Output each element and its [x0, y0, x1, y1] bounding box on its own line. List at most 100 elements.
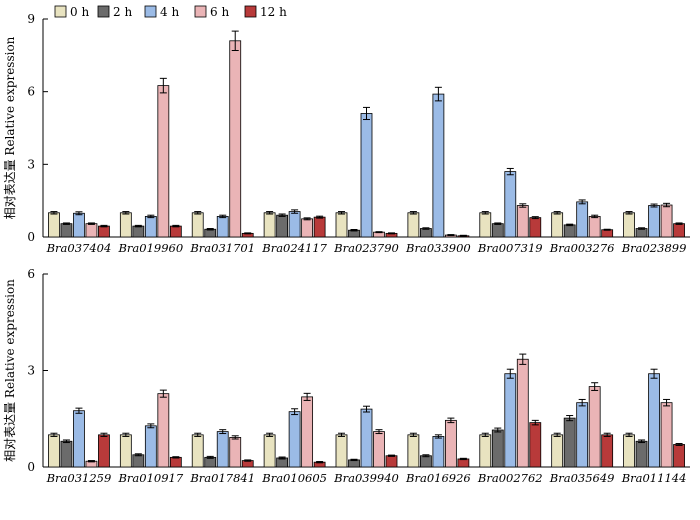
bar-bra003276-0-h [551, 212, 564, 238]
bar-bra010605-6-h [301, 396, 314, 468]
bar-bra023899-4-h [648, 205, 660, 238]
bar-bra003276-12-h [601, 229, 614, 238]
category-label-bra019960: Bra019960 [117, 241, 183, 255]
bar-bra002762-4-h [504, 373, 517, 468]
bar-bra035649-12-h [601, 434, 614, 468]
bar-bra031701-6-h [229, 40, 242, 238]
bar-bra002762-6-h [516, 358, 529, 468]
bar-bra033900-4-h [432, 93, 445, 238]
legend-swatch-12-h [244, 5, 257, 18]
legend-label-12-h: 12 h [260, 5, 287, 19]
bar-bra037404-6-h [85, 223, 98, 238]
legend-swatch-2-h [97, 5, 110, 18]
category-label-bra031701: Bra031701 [189, 241, 255, 255]
bar-bra010917-12-h [169, 456, 182, 468]
bar-bra003276-2-h [563, 224, 576, 238]
y-tick-label: 0 [27, 230, 35, 244]
bar-bra011144-2-h [635, 440, 648, 468]
panel-bottom: 0 3 6 相对表达量 Relative expression Bra031259 Bra… [3, 267, 690, 485]
category-label-bra023899: Bra023899 [621, 241, 687, 255]
bar-bra024117-2-h [276, 214, 289, 238]
y-tick-label: 6 [27, 267, 35, 281]
bar-bra039940-12-h [385, 455, 398, 468]
bar-bra039940-0-h [335, 434, 348, 468]
bar-bra007319-6-h [516, 205, 529, 238]
category-label-bra037404: Bra037404 [46, 241, 112, 255]
legend-swatch-4-h [144, 5, 157, 18]
bar-bra011144-12-h [673, 444, 685, 468]
category-label-bra011144: Bra011144 [621, 471, 687, 485]
category-label-bra023790: Bra023790 [333, 241, 399, 255]
bar-bra037404-2-h [60, 223, 73, 238]
bar-bra023790-0-h [335, 212, 348, 238]
y-axis-label: 相对表达量 Relative expression [3, 279, 17, 462]
bar-bra016926-6-h [444, 419, 457, 468]
bar-bra016926-2-h [419, 455, 432, 468]
bar-bra035649-6-h [588, 386, 601, 468]
bar-bra035649-2-h [563, 417, 576, 468]
bar-bra033900-2-h [419, 228, 432, 238]
bar-bra002762-12-h [529, 422, 542, 468]
category-label-bra007319: Bra007319 [477, 241, 543, 255]
bar-bra037404-4-h [73, 212, 85, 238]
bar-bra024117-12-h [313, 216, 326, 238]
bar-bra003276-4-h [576, 201, 589, 238]
legend-label-6-h: 6 h [210, 5, 229, 19]
bar-bra031259-12-h [98, 434, 110, 468]
bar-bra010917-6-h [157, 393, 170, 468]
bar-bra039940-6-h [373, 431, 385, 468]
bar-bra035649-4-h [576, 402, 589, 468]
category-label-bra033900: Bra033900 [405, 241, 471, 255]
legend-label-0-h: 0 h [70, 5, 89, 19]
category-label-bra003276: Bra003276 [549, 241, 615, 255]
category-label-bra010917: Bra010917 [117, 471, 183, 485]
bar-bra011144-0-h [623, 434, 635, 468]
category-label-bra035649: Bra035649 [549, 471, 615, 485]
y-axis-label: 相对表达量 Relative expression [3, 36, 17, 219]
bar-bra019960-2-h [132, 225, 145, 238]
bar-bra039940-4-h [360, 408, 373, 468]
bar-bra019960-0-h [119, 212, 132, 238]
bar-bra010605-4-h [288, 411, 301, 468]
bar-bra017841-6-h [229, 437, 242, 468]
bar-bra037404-12-h [98, 225, 110, 238]
y-tick-label: 0 [27, 460, 35, 474]
bar-bra010917-4-h [144, 425, 157, 468]
bar-bra010917-2-h [132, 454, 145, 468]
category-label-bra024117: Bra024117 [261, 241, 327, 255]
category-label-bra017841: Bra017841 [189, 471, 255, 485]
bar-bra007319-4-h [504, 171, 517, 238]
bar-bra019960-4-h [144, 216, 157, 238]
bar-bra019960-12-h [169, 225, 182, 238]
bar-bra023790-4-h [360, 113, 373, 238]
bar-bra017841-4-h [216, 431, 229, 468]
bar-bra031259-4-h [73, 410, 85, 468]
bar-bra031701-0-h [191, 212, 204, 238]
bar-bra031259-0-h [48, 434, 60, 468]
category-label-bra039940: Bra039940 [333, 471, 399, 485]
y-tick-label: 6 [27, 85, 35, 99]
bar-bra019960-6-h [157, 85, 170, 238]
legend-label-2-h: 2 h [113, 5, 132, 19]
category-label-bra002762: Bra002762 [477, 471, 543, 485]
bar-bra016926-12-h [457, 458, 470, 468]
y-tick-label: 3 [27, 157, 35, 171]
bar-bra016926-4-h [432, 436, 445, 468]
bar-bra016926-0-h [407, 434, 420, 468]
bar-bra007319-2-h [491, 223, 504, 238]
bar-bra011144-6-h [660, 402, 673, 468]
bar-bra017841-0-h [191, 434, 204, 468]
bar-bra010605-0-h [263, 434, 276, 468]
bar-bra033900-0-h [407, 212, 420, 238]
bar-bra007319-12-h [529, 217, 542, 238]
legend: 0 h 2 h 4 h 6 h 12 h [54, 5, 287, 19]
category-label-bra031259: Bra031259 [46, 471, 112, 485]
category-label-bra010605: Bra010605 [261, 471, 327, 485]
bar-bra007319-0-h [479, 212, 492, 238]
panel-top: 0 3 6 9 相对表达量 Relative expression Bra037404 Br… [3, 12, 690, 255]
bar-bra003276-6-h [588, 216, 601, 238]
bar-bra011144-4-h [648, 373, 660, 468]
bar-bra024117-4-h [288, 211, 301, 238]
legend-swatch-0-h [54, 5, 67, 18]
